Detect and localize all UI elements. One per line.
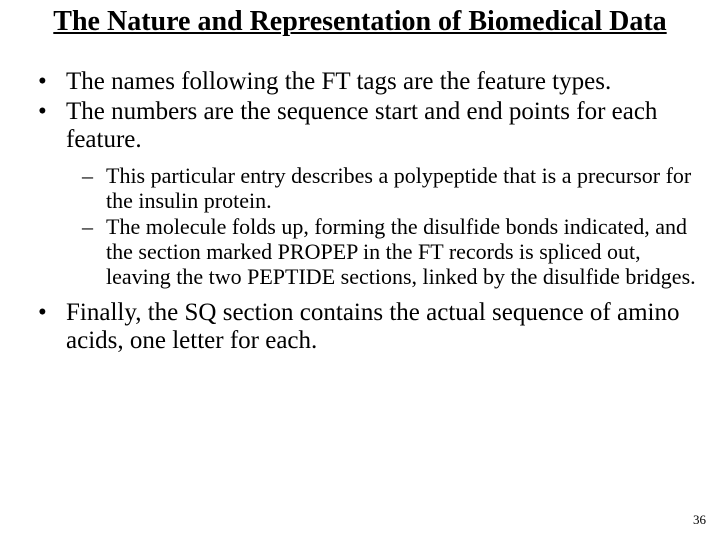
spacer (10, 58, 710, 68)
list-item: The molecule folds up, forming the disul… (106, 215, 710, 289)
list-item: Finally, the SQ section contains the act… (66, 299, 710, 355)
bullet-text: Finally, the SQ section contains the act… (66, 299, 680, 354)
bullet-list-level1: The names following the FT tags are the … (10, 68, 710, 355)
list-item: The numbers are the sequence start and e… (66, 98, 710, 289)
bullet-text: The names following the FT tags are the … (66, 68, 611, 95)
list-item: The names following the FT tags are the … (66, 68, 710, 96)
bullet-text: The numbers are the sequence start and e… (66, 98, 657, 153)
page-title: The Nature and Representation of Biomedi… (0, 0, 720, 38)
slide: The Nature and Representation of Biomedi… (0, 0, 720, 540)
bullet-list-level2: This particular entry describes a polype… (66, 164, 710, 289)
list-item: This particular entry describes a polype… (106, 164, 710, 213)
bullet-text: This particular entry describes a polype… (106, 163, 691, 213)
content-area: The names following the FT tags are the … (0, 38, 720, 355)
page-number: 36 (693, 512, 706, 528)
bullet-text: The molecule folds up, forming the disul… (106, 214, 696, 288)
